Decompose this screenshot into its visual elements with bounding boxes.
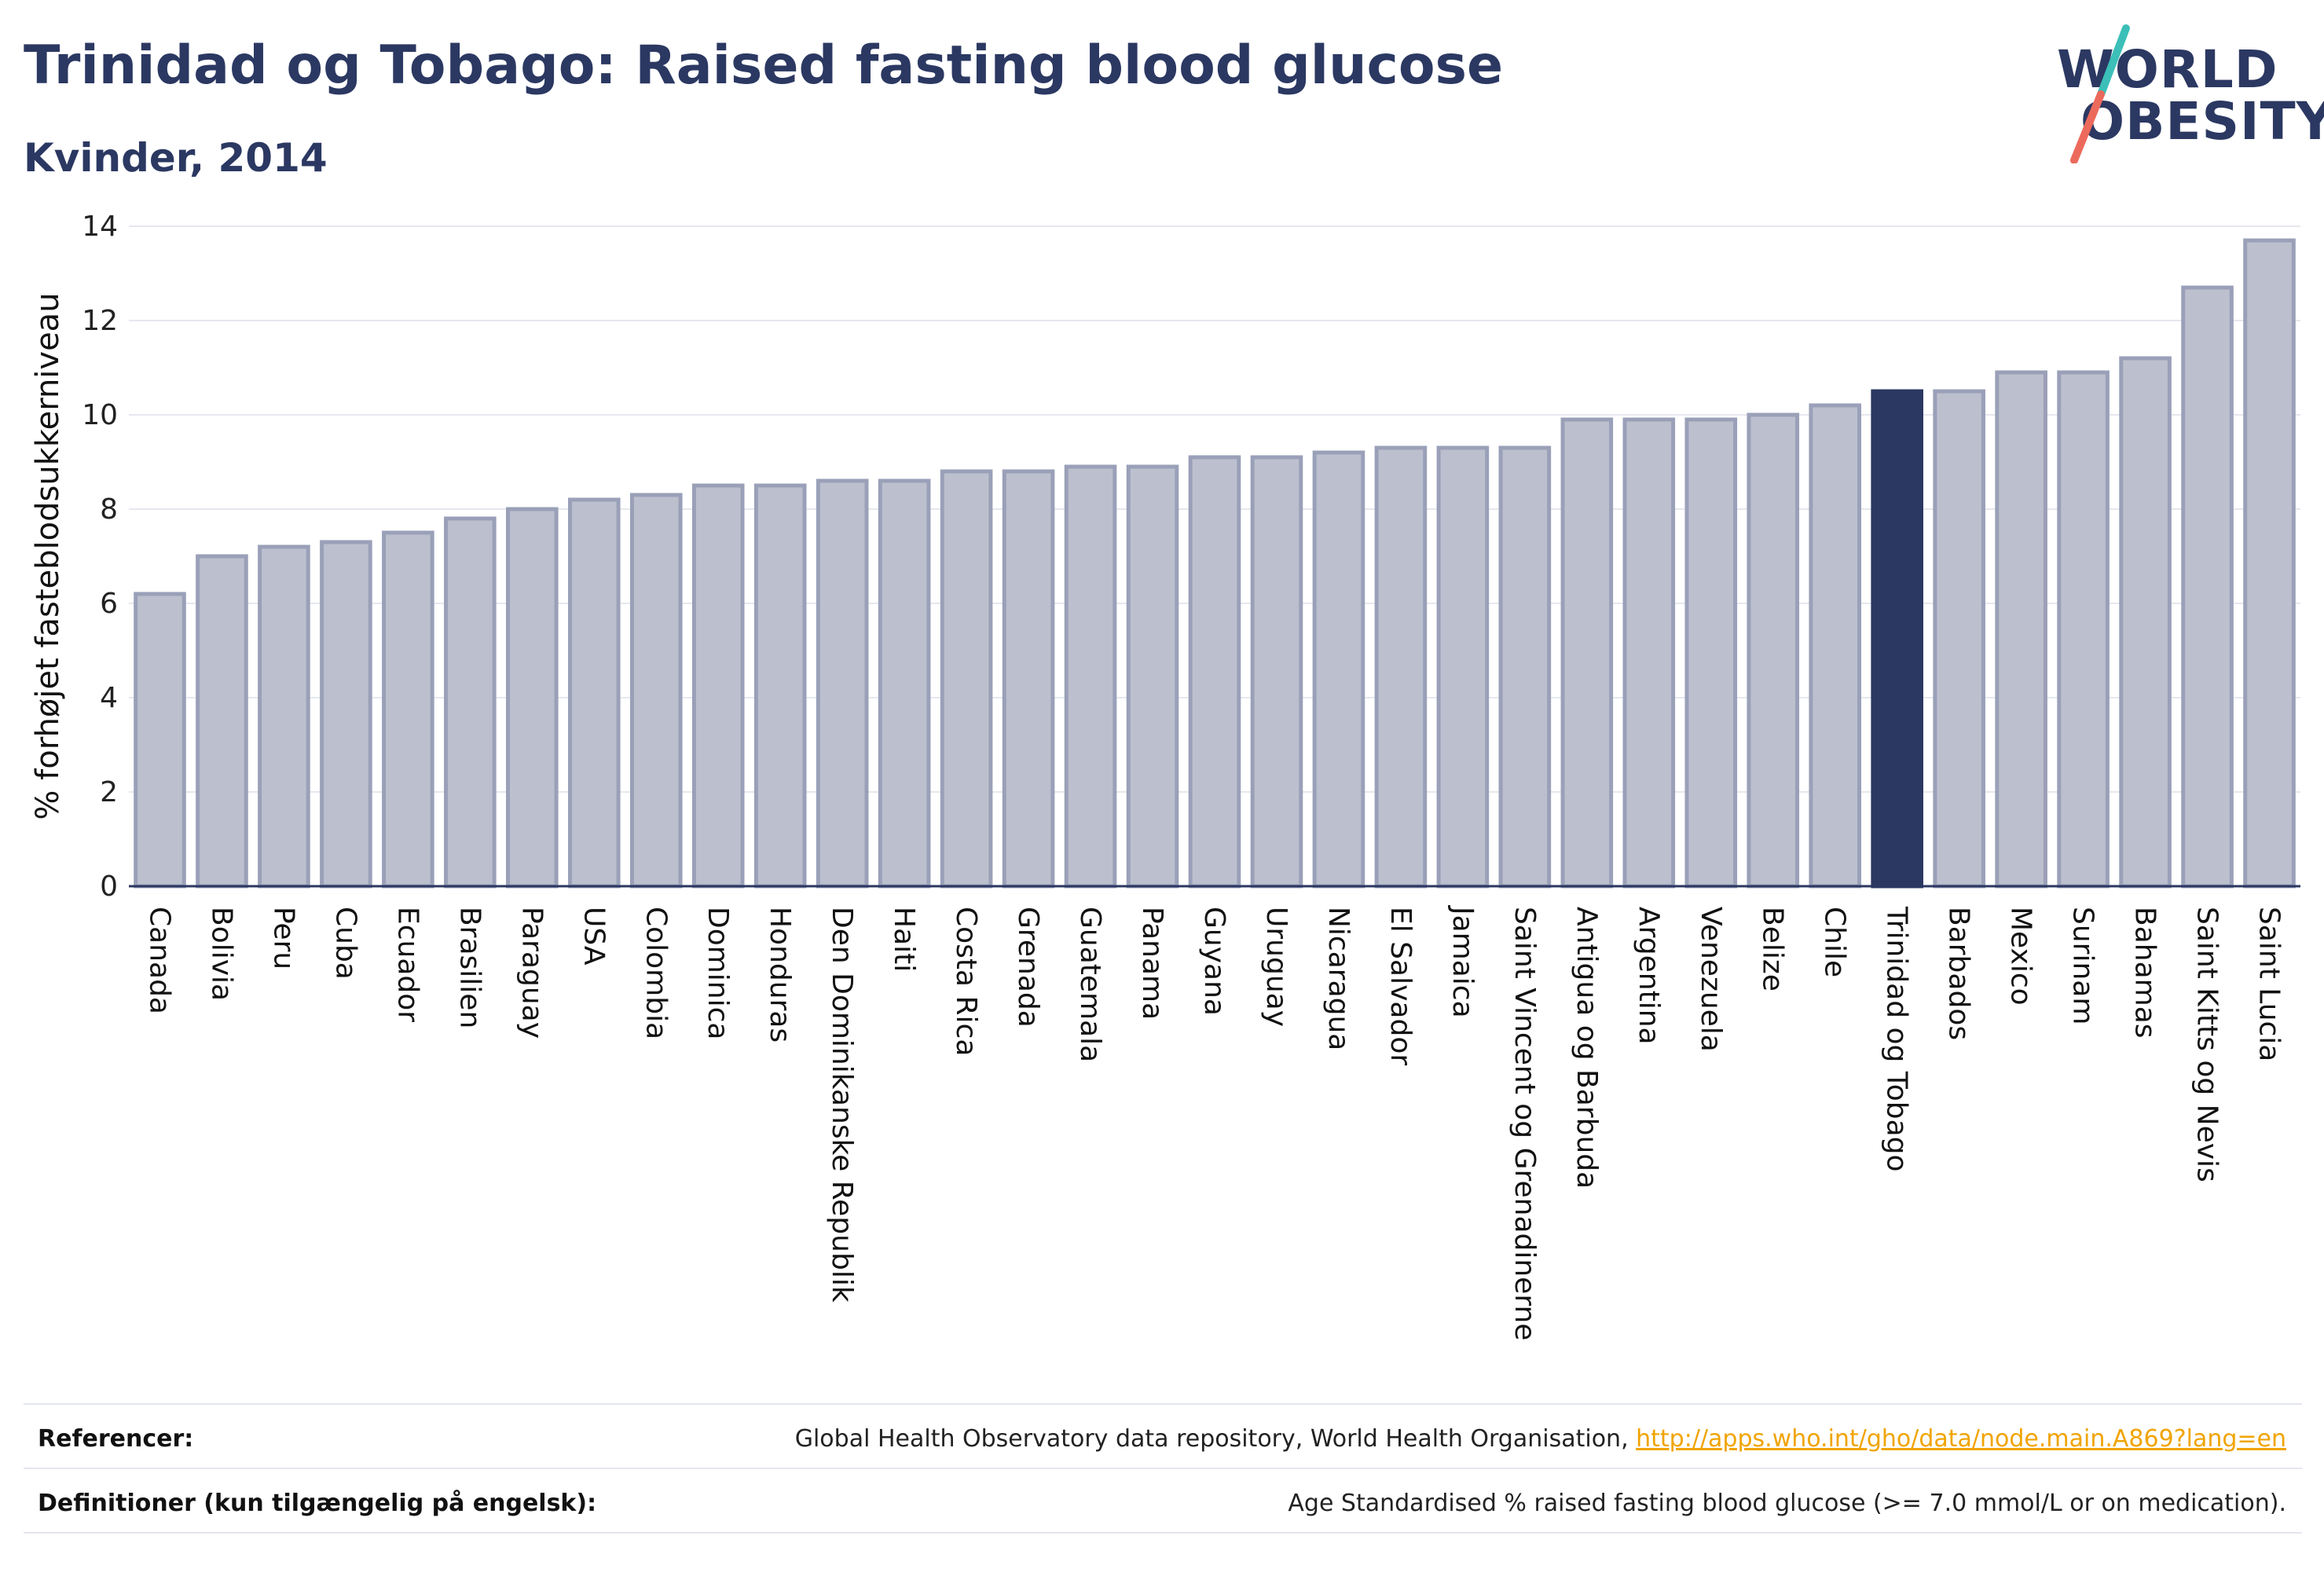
- x-tick-label: Venezuela: [1695, 907, 1727, 1052]
- logo-line-2: OBESITY: [2080, 91, 2324, 152]
- x-tick-label: Trinidad og Tobago: [1881, 906, 1913, 1172]
- bar-brasilien: [444, 516, 497, 889]
- y-tick-label: 2: [100, 776, 118, 808]
- x-tick-label: Den Dominikanske Republik: [826, 907, 858, 1303]
- bar-venezuela: [1684, 417, 1738, 889]
- bar-guyana: [1188, 455, 1241, 889]
- bar-belize: [1747, 412, 1800, 889]
- y-tick-label: 0: [100, 870, 118, 903]
- x-tick-label: Mexico: [2005, 907, 2037, 1006]
- bar-antigua-og-barbuda: [1560, 417, 1614, 889]
- x-tick-label: Haiti: [888, 907, 920, 972]
- bar-jamaica: [1436, 445, 1490, 889]
- footer-divider: [24, 1403, 2302, 1405]
- x-tick-label: Costa Rica: [950, 907, 982, 1056]
- bar-argentina: [1622, 417, 1676, 889]
- bar-saint-lucia: [2243, 238, 2296, 889]
- bar-barbados: [1933, 389, 1985, 889]
- x-tick-label: Guatemala: [1074, 907, 1106, 1062]
- bar-trinidad-og-tobago: [1871, 389, 1923, 889]
- x-tick-label: Nicaragua: [1322, 907, 1354, 1050]
- definitions-row: Definitioner (kun tilgængelig på engelsk…: [38, 1483, 2286, 1530]
- x-tick-label: Barbados: [1943, 907, 1975, 1040]
- y-tick-label: 10: [82, 399, 118, 431]
- x-tick-label: Grenada: [1012, 907, 1044, 1028]
- world-obesity-logo: WORLD OBESITY: [2051, 22, 2324, 163]
- bar-haiti: [878, 478, 931, 889]
- bar-bolivia: [196, 554, 248, 889]
- x-tick-label: Ecuador: [391, 907, 423, 1022]
- x-tick-label: Paraguay: [515, 907, 548, 1039]
- bar-costa-rica: [940, 469, 993, 889]
- bar-grenada: [1002, 469, 1055, 889]
- definitions-label: Definitioner (kun tilgængelig på engelsk…: [38, 1490, 597, 1517]
- chart-title: Trinidad og Tobago: Raised fasting blood…: [24, 35, 1504, 97]
- x-tick-label: Antigua og Barbuda: [1571, 907, 1603, 1189]
- bar-chart: 0 2 4 6 8 10 12 14 % forhøjet fasteblodsukkerniv…: [30, 211, 2300, 1340]
- x-tick-label: Chile: [1819, 907, 1851, 977]
- bar-bahamas: [2119, 356, 2172, 889]
- references-value: Global Health Observatory data repositor…: [795, 1425, 2286, 1453]
- x-tick-label: Bolivia: [205, 907, 237, 1001]
- x-tick-label: Uruguay: [1260, 907, 1292, 1027]
- x-tick-label: Belize: [1757, 907, 1789, 991]
- footer-divider: [24, 1532, 2302, 1534]
- logo-slash-icon: [2070, 24, 2130, 163]
- references-link[interactable]: http://apps.who.int/gho/data/node.main.A…: [1636, 1425, 2286, 1453]
- bar-paraguay: [506, 507, 559, 889]
- y-tick-label: 4: [100, 682, 118, 714]
- bar-mexico: [1995, 370, 2047, 889]
- x-tick-label: Cuba: [329, 907, 361, 980]
- bar-panama: [1126, 464, 1179, 889]
- bar-surinam: [2057, 370, 2110, 889]
- x-tick-label: USA: [577, 907, 610, 966]
- x-tick-label: Saint Lucia: [2253, 907, 2286, 1061]
- references-text: Global Health Observatory data repositor…: [794, 1425, 1637, 1453]
- x-tick-label: Guyana: [1198, 907, 1230, 1016]
- bar-usa: [567, 497, 621, 889]
- references-row: Referencer: Global Health Observatory da…: [38, 1419, 2286, 1466]
- x-tick-label: Dominica: [702, 907, 734, 1040]
- x-tick-label: Colombia: [640, 907, 672, 1039]
- y-tick-label: 14: [82, 211, 118, 243]
- x-tick-label: Panama: [1136, 907, 1168, 1020]
- logo-line-1: WORLD: [2057, 39, 2278, 100]
- bar-nicaragua: [1312, 450, 1365, 889]
- x-tick-label: El Salvador: [1384, 907, 1417, 1065]
- y-tick-label: 12: [82, 305, 118, 337]
- x-tick-label: Honduras: [764, 907, 796, 1043]
- bar-saint-kitts-og-nevis: [2181, 285, 2234, 889]
- bar-canada: [134, 592, 186, 889]
- y-axis-title: % forhøjet fasteblodsukkerniveau: [30, 292, 66, 819]
- x-tick-label: Jamaica: [1446, 905, 1479, 1018]
- bar-peru: [258, 544, 310, 889]
- footer-divider: [24, 1468, 2302, 1469]
- bar-ecuador: [382, 530, 434, 889]
- bar-guatemala: [1064, 464, 1117, 889]
- x-tick-label: Canada: [143, 907, 175, 1014]
- x-tick-label: Bahamas: [2129, 907, 2161, 1039]
- references-label: Referencer:: [38, 1425, 194, 1453]
- bar-saint-vincent-og-grenadinerne: [1498, 445, 1552, 889]
- x-tick-label: Saint Kitts og Nevis: [2191, 907, 2223, 1182]
- definitions-value: Age Standardised % raised fasting blood …: [1288, 1490, 2286, 1517]
- chart-subtitle: Kvinder, 2014: [24, 135, 328, 181]
- bar-dominica: [691, 483, 745, 889]
- bar-chile: [1809, 403, 1862, 889]
- x-tick-label: Saint Vincent og Grenadinerne: [1508, 907, 1541, 1340]
- bar-el-salvador: [1374, 445, 1428, 889]
- x-tick-label: Brasilien: [453, 907, 486, 1028]
- bar-honduras: [753, 483, 807, 889]
- x-tick-label: Surinam: [2067, 907, 2099, 1024]
- x-tick-label: Argentina: [1633, 907, 1665, 1045]
- bar-cuba: [320, 540, 372, 889]
- bar-den-dominikanske-republik: [816, 478, 869, 889]
- bar-colombia: [629, 493, 683, 889]
- bar-uruguay: [1250, 455, 1303, 889]
- y-tick-label: 6: [100, 588, 118, 620]
- x-tick-label: Peru: [267, 907, 299, 969]
- y-tick-label: 8: [100, 493, 118, 526]
